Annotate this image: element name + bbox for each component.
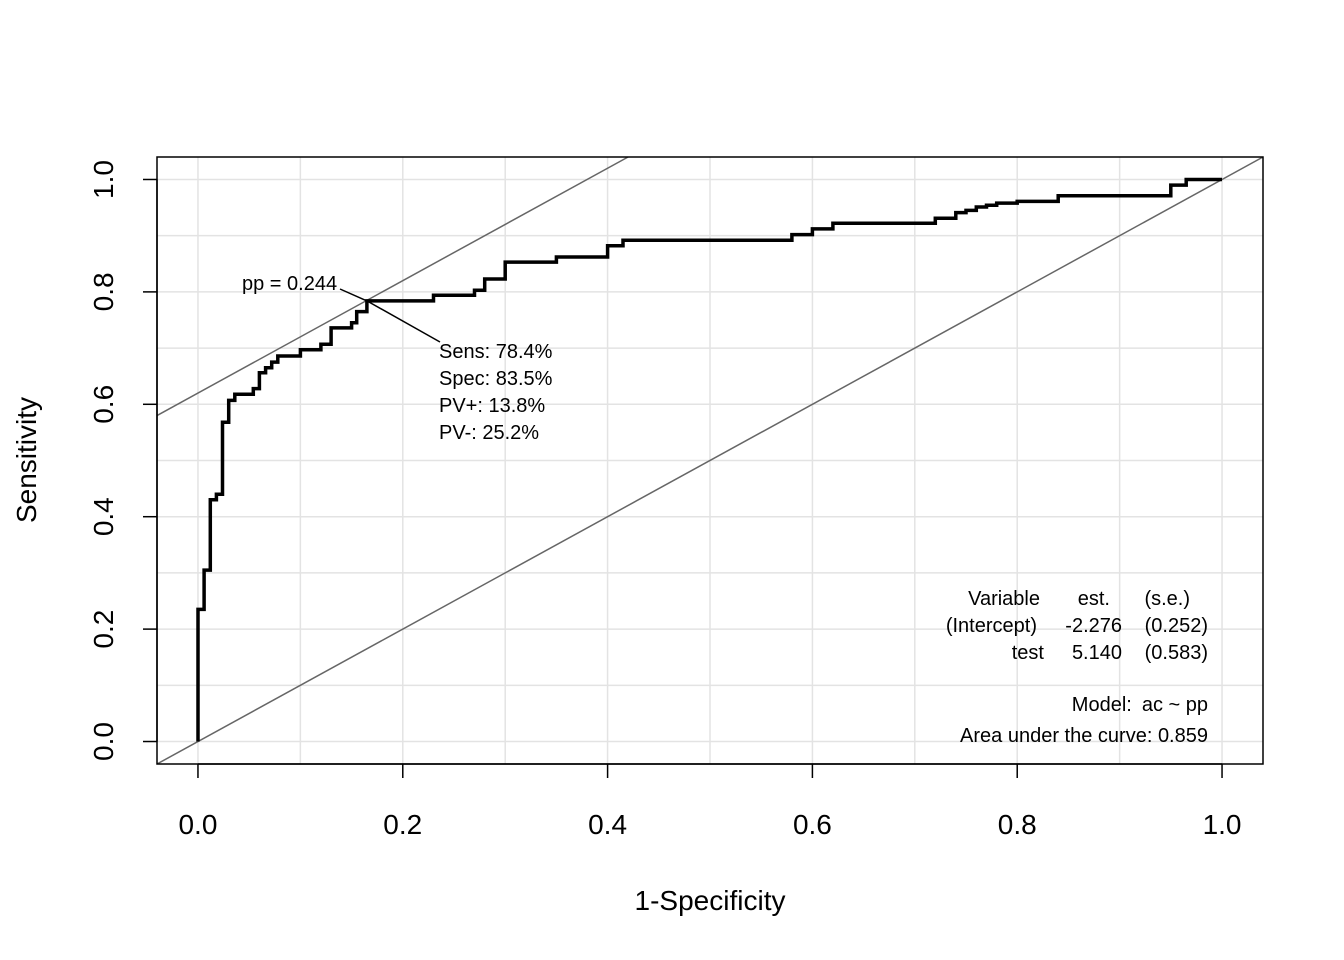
table-header-est: est. <box>1078 588 1110 610</box>
y-tick-label: 0.0 <box>88 722 119 761</box>
x-tick-label: 0.8 <box>998 809 1037 840</box>
table-header-variable: Variable <box>968 588 1040 610</box>
grid-lines <box>157 157 1263 764</box>
table-row-se: (0.583) <box>1145 642 1208 664</box>
auc-text: Area under the curve: 0.859 <box>960 725 1208 747</box>
table-row-est: 5.140 <box>1072 642 1122 664</box>
table-row-est: -2.276 <box>1065 615 1122 637</box>
table-header-se: (s.e.) <box>1144 588 1190 610</box>
table-row-variable: test <box>1012 642 1045 664</box>
y-tick-label: 0.6 <box>88 385 119 424</box>
y-axis: 0.0 0.2 0.4 0.6 0.8 1.0 <box>88 160 158 761</box>
reference-line <box>156 156 629 417</box>
x-axis: 0.0 0.2 0.4 0.6 0.8 1.0 <box>178 763 1242 840</box>
stat-sensitivity: Sens: 78.4% <box>439 341 553 363</box>
reference-line <box>156 156 1264 765</box>
x-tick-label: 1.0 <box>1203 809 1242 840</box>
stat-pv-negative: PV-: 25.2% <box>439 422 539 444</box>
cutoff-label: pp = 0.244 <box>242 273 337 295</box>
table-row-variable: (Intercept) <box>946 615 1037 637</box>
model-formula-text: Model: ac ~ pp <box>1072 694 1208 716</box>
x-tick-label: 0.2 <box>383 809 422 840</box>
x-tick-label: 0.0 <box>178 809 217 840</box>
x-tick-label: 0.4 <box>588 809 627 840</box>
table-row-se: (0.252) <box>1145 615 1208 637</box>
y-tick-label: 0.2 <box>88 610 119 649</box>
cutoff-leader-line <box>339 288 368 302</box>
model-formula: ac ~ pp <box>1142 694 1208 716</box>
x-tick-label: 0.6 <box>793 809 832 840</box>
reference-lines <box>156 156 1264 765</box>
stat-specificity: Spec: 83.5% <box>439 368 553 390</box>
roc-curve <box>196 177 1222 742</box>
y-tick-label: 0.4 <box>88 497 119 536</box>
cutoff-annotation: pp = 0.244 Sens: 78.4% Spec: 83.5% PV+: … <box>242 273 553 444</box>
x-axis-label: 1-Specificity <box>635 885 786 916</box>
roc-curve-group <box>196 177 1222 742</box>
stat-pv-positive: PV+: 13.8% <box>439 395 545 417</box>
model-table: Variable est. (s.e.) (Intercept) -2.276 … <box>946 588 1208 747</box>
model-label: Model: <box>1072 694 1132 716</box>
y-axis-label: Sensitivity <box>11 397 42 523</box>
y-tick-label: 0.8 <box>88 272 119 311</box>
y-tick-label: 1.0 <box>88 160 119 199</box>
cutoff-leader-line <box>366 300 441 343</box>
